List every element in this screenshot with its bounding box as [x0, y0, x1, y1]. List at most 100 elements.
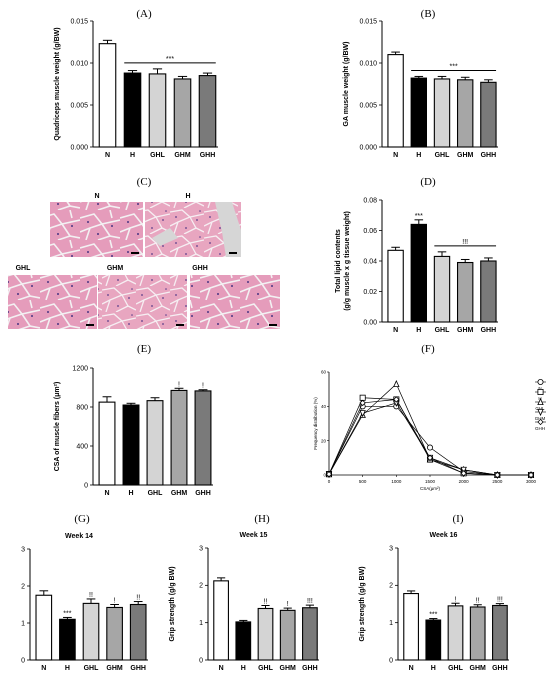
significance-mark: ***	[63, 610, 71, 617]
x-tick-label: GHL	[435, 152, 451, 159]
significance-mark: !	[287, 601, 289, 608]
legend-label: GHM	[535, 416, 546, 421]
data-point	[537, 378, 544, 385]
y-axis-label: Grip strength (g/g BW)	[169, 566, 176, 641]
bar-ghh	[480, 81, 497, 148]
chart-d: 0.00 0.02 0.04 0.06 0.08 Total lipid contents…	[335, 197, 498, 334]
significance-mark: !	[202, 383, 204, 390]
x-tick-label: GHM	[106, 665, 123, 672]
bar-ghh	[129, 603, 147, 661]
y-tick-label: 400	[76, 443, 88, 450]
x-axis-label: CSA(μm²)	[420, 486, 441, 491]
data-point	[426, 454, 434, 461]
bar-n	[213, 580, 229, 661]
y-tick-label: 1	[21, 620, 25, 627]
bar-n	[387, 54, 404, 148]
bar-ghl	[433, 255, 451, 323]
bar-ghm	[469, 606, 486, 661]
y-tick-label: 0	[84, 482, 88, 489]
y-tick-label: 1	[199, 620, 203, 627]
legend-entry: GHH	[535, 418, 546, 431]
y-tick-label: 1	[389, 620, 393, 627]
y-tick-label: 0.010	[70, 60, 88, 67]
x-tick-label: N	[105, 152, 110, 159]
significance-mark: !	[178, 381, 180, 388]
significance-mark: !!!	[307, 598, 313, 605]
x-tick-label: GHH	[492, 665, 508, 672]
x-tick-label: H	[128, 490, 133, 497]
y-axis-label: CSA of muscle fibers (μm²)	[54, 382, 61, 472]
series-n	[325, 403, 535, 478]
bar-ghl	[82, 602, 100, 661]
x-tick-label: GHL	[150, 152, 166, 159]
y-tick-label: 20	[321, 438, 327, 443]
y-tick-label: 0.010	[359, 60, 377, 67]
x-tick-label: 1000	[391, 479, 402, 484]
bar-ghl	[447, 605, 464, 661]
data-point	[537, 397, 544, 406]
x-tick-label: 2500	[492, 479, 503, 484]
x-tick-label: N	[393, 152, 398, 159]
panel-letter-e: (E)	[137, 343, 151, 355]
histology-label-ghm: GHM	[107, 265, 124, 272]
histology-label-ghh: GHH	[192, 265, 208, 272]
x-tick-label: GHM	[457, 152, 474, 159]
bar-h	[235, 621, 252, 661]
data-point	[527, 471, 535, 479]
y-tick-label: 1200	[72, 365, 88, 372]
y-axis-label: GA muscle weight (g/BW)	[343, 42, 350, 127]
bar-ghm	[173, 78, 192, 148]
bar-ghh	[194, 390, 212, 486]
significance-mark: !!!	[497, 597, 503, 604]
series-ghh	[325, 396, 535, 479]
chart-title: Week 16	[430, 532, 458, 539]
scale-bar-ghh	[269, 324, 277, 326]
y-tick-label: 0.015	[70, 18, 88, 25]
y-tick-label: 2	[389, 583, 393, 590]
x-tick-label: GHM	[171, 490, 188, 497]
x-tick-label: GHM	[457, 327, 474, 334]
bar-n	[98, 401, 116, 486]
y-tick-label: 0.005	[359, 102, 377, 109]
chart-h: 0 1 2 3 Grip strength (g/g BW) Week 15 N H GHL!!…	[169, 532, 319, 672]
significance-mark: !!	[89, 592, 93, 599]
x-tick-label: N	[409, 665, 414, 672]
histology-panel: N H GHL GHM GHH	[8, 193, 280, 329]
x-tick-label: GHL	[84, 665, 100, 672]
bar-ghh	[492, 604, 508, 661]
x-tick-label: N	[219, 665, 224, 672]
y-axis-label: Frequency distribution (%)	[313, 397, 318, 450]
y-tick-label: 2	[199, 583, 203, 590]
y-tick-label: 0	[199, 657, 203, 664]
legend-label: GHH	[535, 426, 545, 431]
legend-entry: GHM	[535, 408, 546, 421]
x-tick-label: GHH	[481, 327, 497, 334]
legend-label: N	[538, 386, 541, 391]
chart-b: 0.000 0.005 0.010 0.015 GA muscle weight (g/…	[343, 18, 498, 159]
bar-ghh	[302, 607, 318, 661]
data-point	[359, 394, 366, 401]
bar-ghm	[456, 261, 474, 323]
data-point	[537, 418, 544, 426]
significance-mark: ***	[429, 612, 437, 619]
x-tick-label: GHH	[195, 490, 211, 497]
y-tick-label: 0.015	[359, 18, 377, 25]
y-tick-label: 0.000	[359, 144, 377, 151]
x-tick-label: N	[41, 665, 46, 672]
y-tick-label: 40	[321, 404, 327, 409]
data-point	[393, 396, 400, 403]
data-point	[460, 466, 467, 474]
panel-letter-d: (D)	[420, 176, 436, 188]
bar-h	[425, 619, 442, 661]
y-tick-label: 2	[21, 583, 25, 590]
series-line	[328, 405, 531, 476]
bar-ghh	[198, 75, 217, 148]
significance-mark: !!	[264, 598, 268, 605]
panel-letter-f: (F)	[421, 343, 435, 355]
y-tick-label: 3	[21, 546, 25, 553]
y-tick-label: 60	[321, 370, 327, 375]
legend-entry: H	[535, 388, 546, 401]
scale-bar-ghl	[86, 324, 94, 326]
data-point	[359, 399, 366, 407]
y-tick-label: 0.005	[70, 102, 88, 109]
